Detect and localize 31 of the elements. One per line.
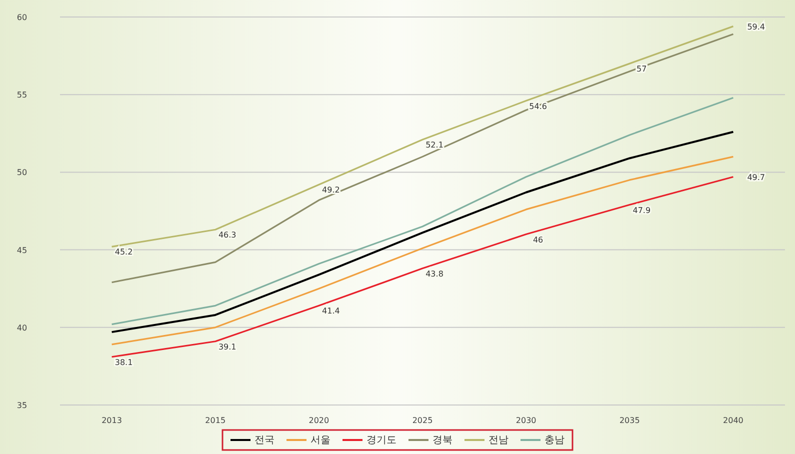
legend-label: 경기도 [366, 435, 396, 446]
data-label: 39.1 [218, 342, 236, 352]
legend-label: 경북 [432, 435, 452, 446]
y-tick-label: 35 [16, 401, 28, 410]
data-label: 59.4 [747, 22, 766, 32]
data-label: 41.4 [322, 306, 340, 316]
data-label: 46 [532, 235, 544, 244]
data-label: 49.2 [322, 186, 340, 195]
data-label: 47.9 [632, 206, 651, 215]
legend-label: 서울 [310, 435, 330, 446]
legend-label: 전국 [254, 435, 274, 446]
x-tick-label: 2025 [412, 416, 433, 425]
legend-label: 전남 [488, 435, 508, 446]
data-label: 43.8 [426, 269, 444, 278]
y-tick-label: 50 [16, 168, 28, 178]
x-tick-label: 2035 [619, 416, 640, 425]
data-label: 49.7 [747, 172, 766, 182]
y-tick-label: 40 [16, 323, 28, 332]
y-tick-label: 60 [16, 13, 28, 22]
x-tick-label: 2040 [723, 416, 744, 425]
y-tick-label: 55 [16, 90, 28, 100]
data-label: 45.2 [114, 248, 133, 257]
data-label: 38.1 [114, 358, 133, 367]
data-label: 46.3 [218, 230, 236, 240]
x-tick-label: 2015 [205, 416, 226, 425]
x-tick-label: 2020 [308, 416, 330, 425]
legend-label: 충남 [544, 435, 564, 446]
data-label: 52.1 [426, 140, 444, 150]
x-tick-label: 2013 [102, 416, 122, 425]
y-tick-label: 45 [16, 246, 28, 255]
x-tick-label: 2030 [516, 416, 536, 425]
